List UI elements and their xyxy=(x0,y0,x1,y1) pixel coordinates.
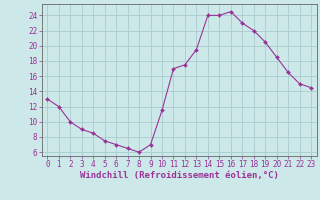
X-axis label: Windchill (Refroidissement éolien,°C): Windchill (Refroidissement éolien,°C) xyxy=(80,171,279,180)
